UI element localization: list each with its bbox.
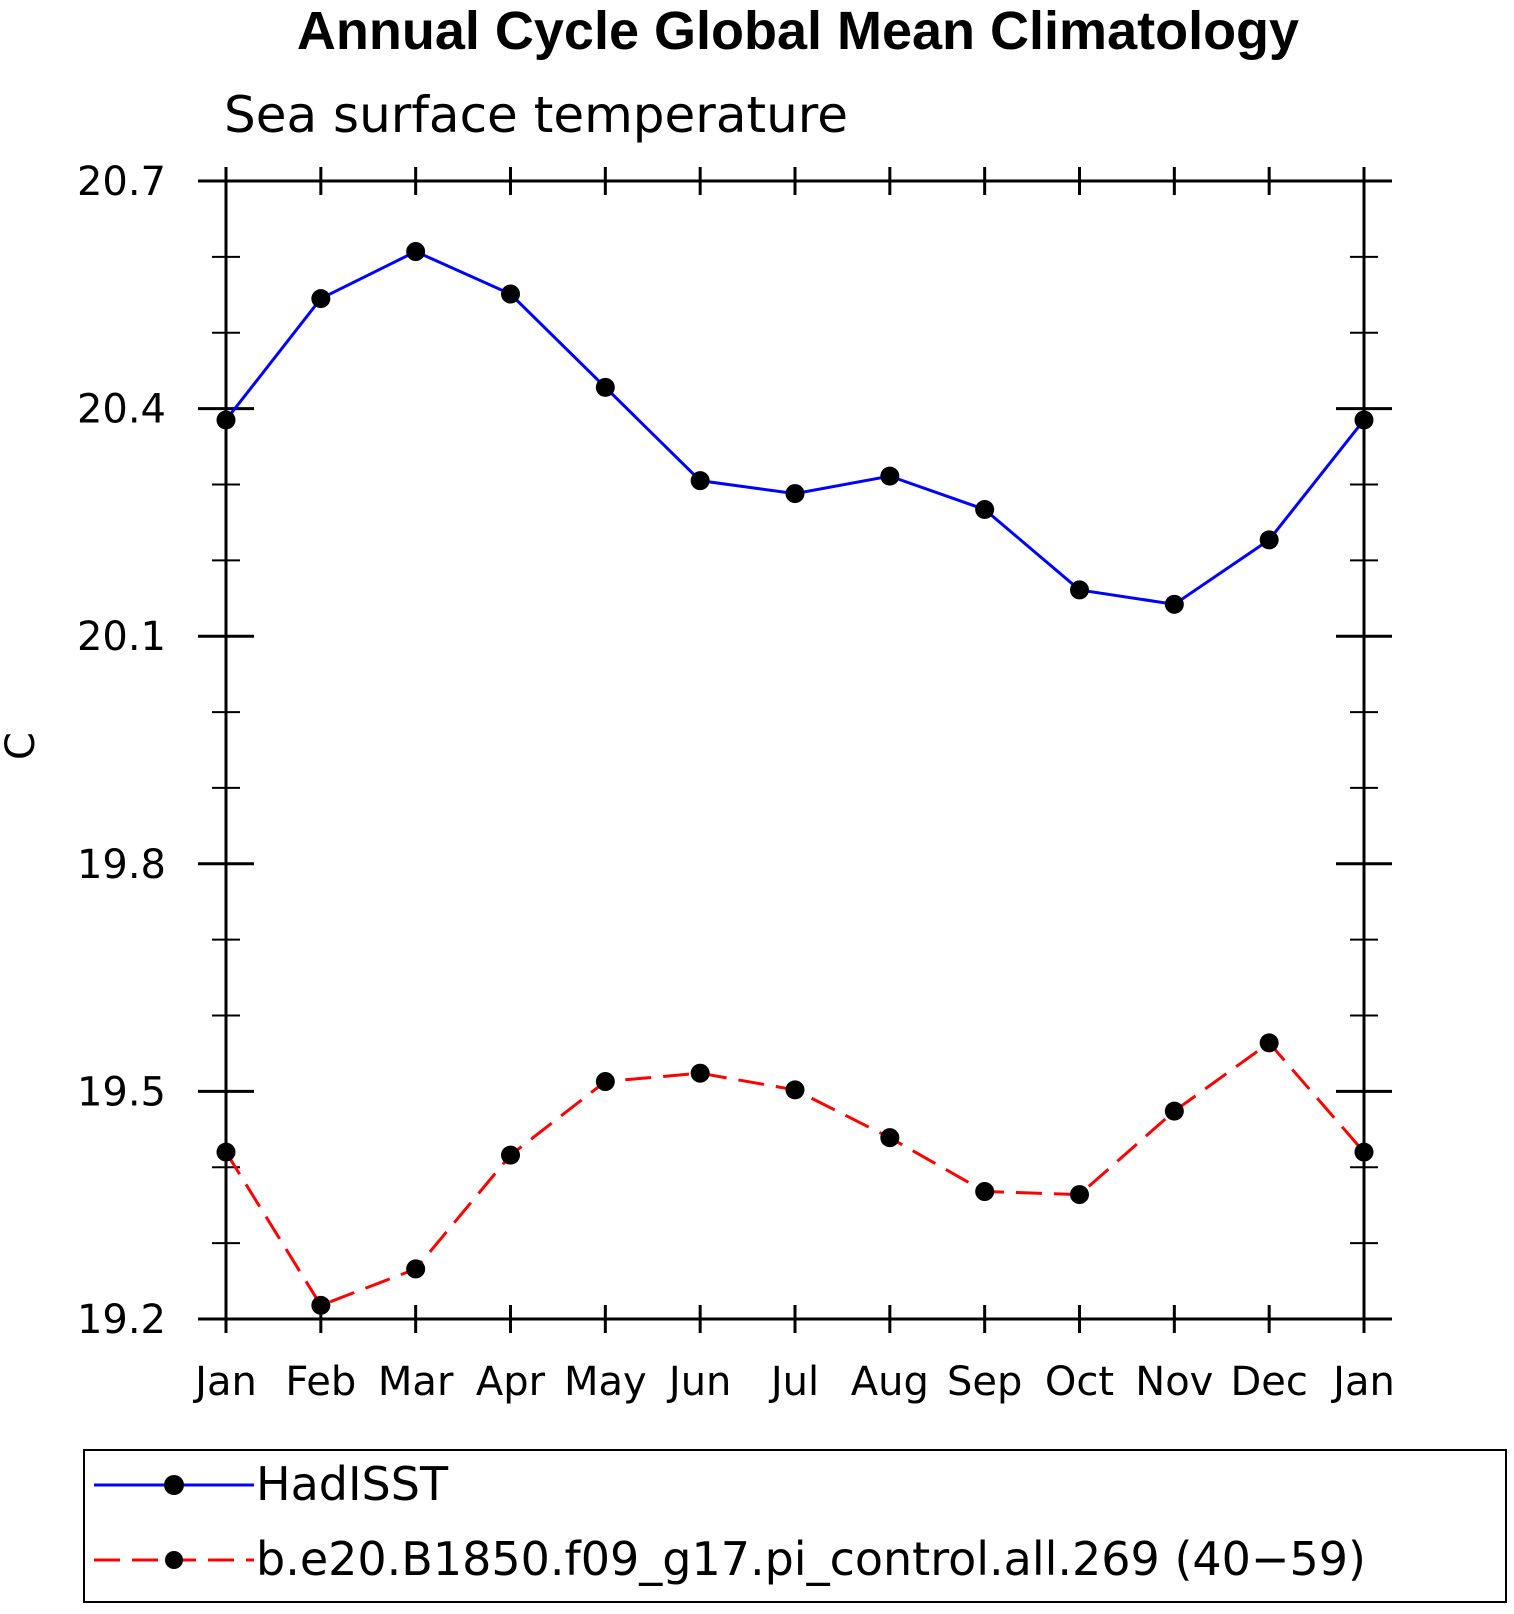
data-point-series-1 — [406, 1259, 426, 1279]
legend-box — [83, 1449, 1507, 1603]
x-tick-label: Jul — [768, 1359, 819, 1405]
data-point-series-1 — [595, 1072, 615, 1092]
x-tick-label: Dec — [1230, 1359, 1307, 1405]
data-point-series-1 — [785, 1080, 805, 1100]
data-point-series-0 — [1164, 594, 1184, 614]
data-point-series-1 — [501, 1145, 520, 1165]
x-tick-label: Mar — [378, 1359, 454, 1405]
data-point-series-0 — [406, 242, 426, 262]
y-tick-label: 20.4 — [77, 387, 166, 433]
y-axis-label: C — [0, 732, 44, 760]
x-tick-label: Jan — [1330, 1359, 1395, 1405]
x-tick-label: Feb — [285, 1359, 356, 1405]
data-point-series-0 — [785, 484, 805, 504]
legend: HadISST b.e20.B1850.f09_g17.pi_control.a… — [83, 1449, 1507, 1603]
data-point-series-0 — [880, 466, 900, 486]
data-point-series-0 — [1259, 530, 1279, 550]
chart-subtitle: Sea surface temperature — [224, 86, 848, 144]
data-point-series-0 — [975, 500, 995, 520]
y-tick-label: 20.7 — [77, 159, 166, 205]
data-point-series-1 — [216, 1142, 236, 1162]
axes: Jan Feb Mar Apr May Jun Jul Aug Sep Oct Nov Dec Jan 1… — [77, 159, 1395, 1405]
x-tick-label: May — [564, 1359, 647, 1405]
legend-marker-1 — [165, 1551, 183, 1569]
y-tick-label: 19.8 — [77, 842, 166, 888]
legend-label-hadisst: HadISST — [256, 1457, 449, 1511]
data-point-series-0 — [690, 471, 710, 491]
chart-title: Annual Cycle Global Mean Climatology — [297, 1, 1299, 61]
data-point-series-1 — [1164, 1101, 1184, 1121]
data-point-series-1 — [690, 1063, 710, 1083]
x-tick-label: Jan — [192, 1359, 257, 1405]
x-tick-label: Apr — [476, 1359, 546, 1405]
data-point-series-0 — [595, 377, 615, 397]
x-tick-label: Jun — [666, 1359, 732, 1405]
data-point-series-0 — [311, 289, 331, 309]
y-tick-label: 19.5 — [77, 1069, 166, 1115]
x-tick-label: Aug — [851, 1359, 929, 1405]
data-point-series-0 — [1070, 580, 1089, 600]
x-tick-label: Nov — [1135, 1359, 1213, 1405]
x-tick-label: Oct — [1045, 1359, 1114, 1405]
data-point-series-0 — [216, 410, 236, 430]
legend-label-model: b.e20.B1850.f09_g17.pi_control.all.269 (… — [256, 1532, 1366, 1586]
data-point-series-0 — [1354, 410, 1374, 430]
y-tick-label: 20.1 — [77, 614, 166, 660]
y-tick-label: 19.2 — [77, 1297, 166, 1343]
series-line-0 — [224, 249, 1366, 606]
data-point-series-1 — [311, 1295, 331, 1315]
data-point-series-1 — [880, 1128, 900, 1148]
legend-marker-0 — [164, 1475, 184, 1495]
series-layer — [216, 242, 1374, 1315]
data-point-series-1 — [1354, 1142, 1374, 1162]
data-point-series-1 — [1259, 1033, 1279, 1053]
data-point-series-1 — [1070, 1185, 1089, 1205]
x-tick-label: Sep — [947, 1359, 1022, 1405]
plot-frame — [224, 179, 1366, 1321]
data-point-series-0 — [501, 284, 520, 304]
data-point-series-1 — [975, 1182, 995, 1202]
